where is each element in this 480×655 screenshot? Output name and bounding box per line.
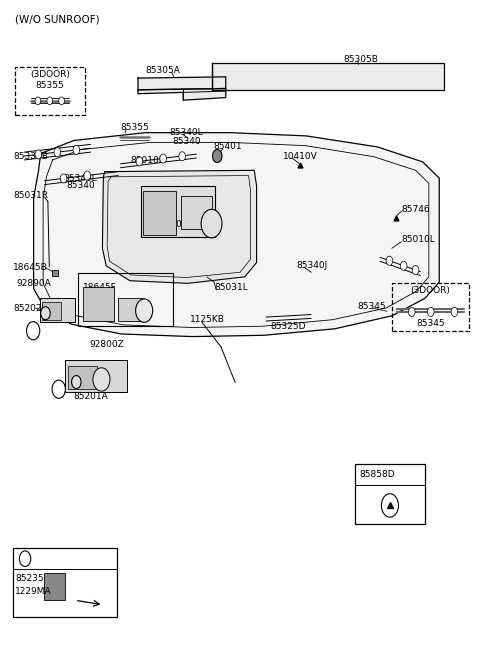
Text: 85340L: 85340L xyxy=(63,174,97,183)
Polygon shape xyxy=(34,133,439,337)
Circle shape xyxy=(35,97,41,105)
Text: 85345: 85345 xyxy=(358,302,386,311)
Circle shape xyxy=(47,97,53,105)
Circle shape xyxy=(35,150,42,159)
Text: 85340J: 85340J xyxy=(296,261,327,270)
Text: 85355: 85355 xyxy=(36,81,64,90)
Text: 85305B: 85305B xyxy=(343,55,378,64)
Text: 85401: 85401 xyxy=(214,142,242,151)
Text: a: a xyxy=(31,328,35,334)
Text: a: a xyxy=(57,386,61,392)
Text: 85340L: 85340L xyxy=(170,128,204,137)
Circle shape xyxy=(400,261,407,271)
Text: 18645F: 18645F xyxy=(83,283,116,291)
Text: 10410V: 10410V xyxy=(283,151,317,160)
Text: 85031R: 85031R xyxy=(13,191,48,200)
Circle shape xyxy=(26,322,40,340)
Polygon shape xyxy=(138,77,226,90)
Polygon shape xyxy=(212,62,444,90)
Text: 85010R: 85010R xyxy=(130,156,165,165)
Bar xyxy=(118,298,143,321)
Text: 1125KB: 1125KB xyxy=(190,315,225,324)
Circle shape xyxy=(427,307,434,316)
Bar xyxy=(392,283,469,331)
Circle shape xyxy=(382,494,398,517)
Text: 85202A: 85202A xyxy=(13,303,48,312)
Bar xyxy=(78,273,173,326)
Circle shape xyxy=(54,147,60,157)
Text: (3DOOR): (3DOOR) xyxy=(30,70,70,79)
Bar xyxy=(180,196,212,229)
Circle shape xyxy=(412,265,419,274)
Circle shape xyxy=(84,171,91,180)
Circle shape xyxy=(41,307,50,320)
Bar xyxy=(68,366,96,389)
Circle shape xyxy=(52,380,65,398)
Text: 85325D: 85325D xyxy=(271,322,306,331)
Bar xyxy=(42,301,60,320)
Circle shape xyxy=(136,157,143,166)
Text: 85858D: 85858D xyxy=(360,470,395,479)
Circle shape xyxy=(19,551,31,567)
Polygon shape xyxy=(102,170,257,284)
Text: 85031L: 85031L xyxy=(214,283,248,291)
Circle shape xyxy=(408,307,415,316)
Text: 18645B: 18645B xyxy=(13,263,48,272)
Text: 91630: 91630 xyxy=(154,220,182,229)
Bar xyxy=(143,191,177,235)
Text: 85201A: 85201A xyxy=(73,392,108,401)
Text: 85340: 85340 xyxy=(173,137,201,145)
Text: 92890A: 92890A xyxy=(16,279,51,288)
Text: 1229MA: 1229MA xyxy=(15,588,52,596)
Circle shape xyxy=(179,152,185,160)
Circle shape xyxy=(451,307,458,316)
Bar xyxy=(65,360,127,392)
Polygon shape xyxy=(138,88,226,100)
Text: (W/O SUNROOF): (W/O SUNROOF) xyxy=(14,14,99,25)
Bar xyxy=(14,67,85,115)
Circle shape xyxy=(160,154,167,163)
Bar xyxy=(40,297,75,322)
Text: 85335B: 85335B xyxy=(13,152,48,161)
Circle shape xyxy=(93,367,110,391)
Circle shape xyxy=(72,375,81,388)
Text: 85010L: 85010L xyxy=(401,235,435,244)
Text: 85355: 85355 xyxy=(120,123,149,132)
Bar xyxy=(355,464,425,523)
Circle shape xyxy=(60,174,67,183)
Circle shape xyxy=(213,149,222,162)
Text: 85305A: 85305A xyxy=(145,66,180,75)
Bar xyxy=(141,186,215,236)
Text: 92800Z: 92800Z xyxy=(89,340,124,349)
Text: a: a xyxy=(23,555,27,562)
Text: 85746: 85746 xyxy=(401,205,430,214)
Text: 85345: 85345 xyxy=(416,319,445,328)
Bar xyxy=(44,573,65,600)
Circle shape xyxy=(201,210,222,238)
Text: 85235: 85235 xyxy=(15,574,44,584)
Circle shape xyxy=(386,256,393,265)
Text: (3DOOR): (3DOOR) xyxy=(410,286,450,295)
Circle shape xyxy=(59,97,64,105)
Circle shape xyxy=(136,299,153,322)
Text: 85340: 85340 xyxy=(66,181,95,191)
Circle shape xyxy=(73,145,80,155)
Bar xyxy=(84,288,114,321)
Bar xyxy=(13,548,117,616)
